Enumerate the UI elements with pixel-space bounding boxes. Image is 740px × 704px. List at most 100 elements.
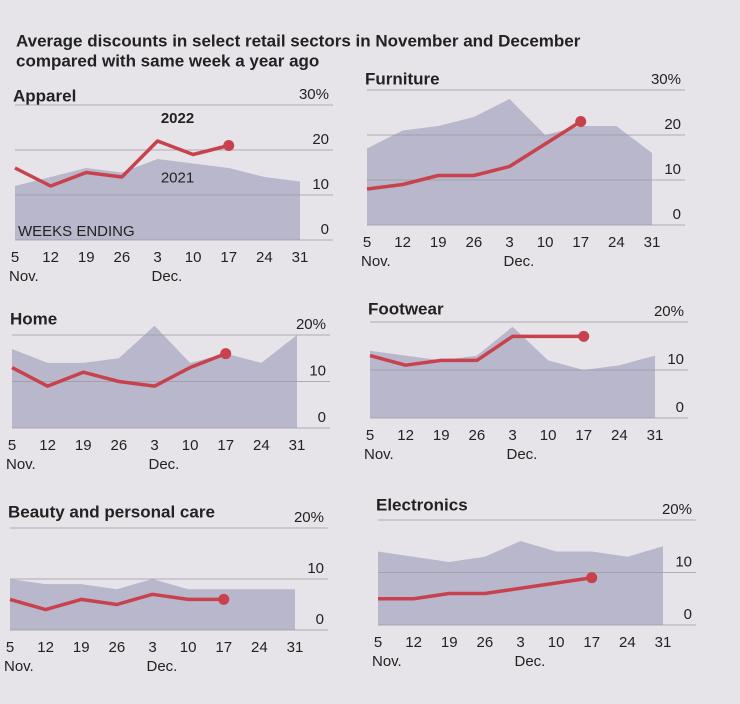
- y-tick-label: 10: [667, 351, 684, 368]
- end-marker: [575, 116, 587, 127]
- x-tick-label: 17: [220, 249, 237, 266]
- x-tick-label: 17: [572, 234, 589, 251]
- x-tick-label: 19: [73, 639, 90, 656]
- x-tick-label: 3: [153, 249, 161, 266]
- y-tick-label: 20%: [294, 509, 324, 526]
- y-tick-label: 20: [312, 131, 329, 148]
- y-tick-label: 20: [664, 116, 681, 133]
- x-tick-label: 5: [363, 234, 371, 251]
- panel-title: Apparel: [13, 86, 76, 105]
- x-tick-label: 12: [397, 427, 414, 444]
- y-tick-label: 0: [321, 221, 329, 238]
- area: [10, 579, 295, 630]
- x-tick-label: 5: [6, 639, 14, 656]
- x-tick-label: 12: [39, 437, 56, 454]
- x-tick-label: 10: [537, 234, 554, 251]
- x-group-label: Dec.: [149, 456, 180, 473]
- x-group-label: Dec.: [147, 658, 178, 675]
- x-tick-label: 5: [374, 634, 382, 651]
- x-group-label: Dec.: [515, 653, 546, 670]
- x-tick-label: 3: [516, 634, 524, 651]
- x-tick-label: 31: [287, 639, 304, 656]
- x-tick-label: 24: [251, 639, 268, 656]
- x-tick-label: 31: [292, 249, 309, 266]
- x-tick-label: 26: [466, 234, 483, 251]
- x-tick-label: 26: [111, 437, 128, 454]
- x-group-label: Dec.: [504, 253, 535, 270]
- area: [12, 325, 297, 428]
- x-tick-label: 26: [114, 249, 131, 266]
- x-tick-label: 12: [394, 234, 411, 251]
- y-tick-label: 0: [673, 206, 681, 223]
- x-tick-label: 17: [575, 427, 592, 444]
- y-tick-label: 0: [318, 409, 326, 426]
- end-marker: [586, 572, 598, 584]
- x-tick-label: 26: [469, 427, 486, 444]
- area: [15, 159, 300, 240]
- legend-label: 2022: [161, 110, 194, 127]
- y-tick-label: 20%: [296, 316, 326, 333]
- x-tick-label: 24: [611, 427, 628, 444]
- x-tick-label: 19: [441, 634, 458, 651]
- x-tick-label: 24: [619, 634, 636, 651]
- x-tick-label: 10: [185, 249, 202, 266]
- y-tick-label: 10: [675, 553, 692, 570]
- x-tick-label: 10: [182, 437, 199, 454]
- x-tick-label: 26: [477, 634, 494, 651]
- x-group-label: Nov.: [4, 658, 34, 675]
- x-tick-label: 5: [366, 427, 374, 444]
- area: [378, 541, 663, 625]
- y-tick-label: 10: [664, 161, 681, 178]
- y-tick-label: 10: [312, 176, 329, 193]
- panel-title: Beauty and personal care: [8, 502, 215, 521]
- panel-title: Home: [10, 309, 57, 328]
- x-tick-label: 17: [217, 437, 234, 454]
- x-group-label: Nov.: [372, 653, 402, 670]
- x-tick-label: 31: [647, 427, 664, 444]
- x-tick-label: 24: [608, 234, 625, 251]
- chart-title: Average discounts in select retail secto…: [16, 31, 581, 50]
- end-marker: [220, 348, 232, 360]
- annotation: WEEKS ENDING: [18, 223, 135, 240]
- x-tick-label: 19: [78, 249, 95, 266]
- x-tick-label: 3: [150, 437, 158, 454]
- end-marker: [578, 330, 590, 342]
- line: [366, 120, 582, 191]
- x-tick-label: 31: [655, 634, 672, 651]
- x-group-label: Nov.: [6, 456, 36, 473]
- y-tick-label: 10: [307, 560, 324, 577]
- x-tick-label: 5: [8, 437, 16, 454]
- x-group-label: Dec.: [507, 446, 538, 463]
- x-tick-label: 3: [508, 427, 516, 444]
- line: [11, 351, 227, 388]
- x-group-label: Nov.: [9, 268, 39, 285]
- line: [369, 334, 584, 367]
- y-tick-label: 0: [676, 399, 684, 416]
- y-tick-label: 20%: [654, 303, 684, 320]
- legend-label: 2021: [161, 169, 194, 186]
- x-tick-label: 12: [42, 249, 59, 266]
- area: [370, 326, 655, 418]
- x-tick-label: 12: [37, 639, 54, 656]
- y-tick-label: 0: [316, 611, 324, 628]
- panel-title: Footwear: [368, 299, 444, 318]
- y-tick-label: 30%: [299, 86, 329, 103]
- x-tick-label: 26: [109, 639, 126, 656]
- x-tick-label: 24: [256, 249, 273, 266]
- x-tick-label: 10: [540, 427, 557, 444]
- area: [367, 99, 652, 225]
- panel-title: Electronics: [376, 495, 468, 514]
- line: [378, 576, 593, 601]
- x-tick-label: 3: [148, 639, 156, 656]
- y-tick-label: 10: [309, 362, 326, 379]
- x-tick-label: 19: [433, 427, 450, 444]
- x-group-label: Nov.: [361, 253, 391, 270]
- x-tick-label: 17: [215, 639, 232, 656]
- x-tick-label: 31: [289, 437, 306, 454]
- x-tick-label: 10: [548, 634, 565, 651]
- line: [14, 139, 230, 188]
- x-tick-label: 5: [11, 249, 19, 266]
- x-tick-label: 12: [405, 634, 422, 651]
- y-tick-label: 0: [684, 606, 692, 623]
